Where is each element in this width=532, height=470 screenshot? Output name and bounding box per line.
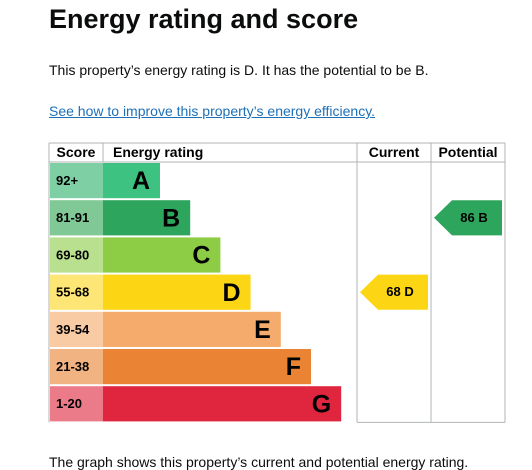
score-label: 1-20 <box>56 396 82 411</box>
rating-bar <box>103 386 342 422</box>
rating-bar <box>103 163 160 199</box>
page-title: Energy rating and score <box>49 4 359 34</box>
column-header: Potential <box>438 144 497 160</box>
potential-score: 86 <box>460 210 474 225</box>
score-cell <box>50 311 103 347</box>
rating-bar <box>103 349 311 385</box>
potential-arrow <box>434 200 502 236</box>
rating-letter: E <box>254 316 271 344</box>
column-header: Energy rating <box>113 144 203 160</box>
score-label: 21-38 <box>56 359 89 374</box>
score-label: 39-54 <box>56 322 90 337</box>
score-label: 81-91 <box>56 210 89 225</box>
score-cell <box>50 274 103 310</box>
rating-letter: B <box>162 204 180 232</box>
footer-text: The graph shows this property’s current … <box>49 454 469 470</box>
current-letter: D <box>404 285 413 300</box>
score-label: 92+ <box>56 173 78 188</box>
intro-text: This property’s energy rating is D. It h… <box>49 62 429 78</box>
current-rating: 68 D <box>386 285 413 300</box>
rating-bar <box>103 274 251 310</box>
potential-letter: B <box>478 210 487 225</box>
rating-letter: A <box>132 167 150 195</box>
potential-rating: 86 B <box>460 210 487 225</box>
score-cell <box>50 200 103 236</box>
improve-link[interactable]: See how to improve this property’s energ… <box>49 103 376 119</box>
rating-bar <box>103 200 191 236</box>
current-arrow <box>360 274 428 310</box>
score-cell <box>50 163 103 199</box>
score-label: 55-68 <box>56 285 89 300</box>
score-cell <box>50 386 103 422</box>
current-score: 68 <box>386 285 400 300</box>
column-header: Current <box>369 144 420 160</box>
score-cell <box>50 237 103 273</box>
column-header: Score <box>57 144 96 160</box>
score-label: 69-80 <box>56 247 89 262</box>
rating-graph: Score Energy rating Current Potential 92+ A 81… <box>48 142 506 423</box>
rating-bar <box>103 237 221 273</box>
rating-bar <box>103 311 281 347</box>
rating-letter: G <box>312 390 331 418</box>
score-cell <box>50 349 103 385</box>
rating-letter: D <box>223 279 241 307</box>
rating-letter: F <box>286 353 301 381</box>
rating-letter: C <box>192 242 210 270</box>
